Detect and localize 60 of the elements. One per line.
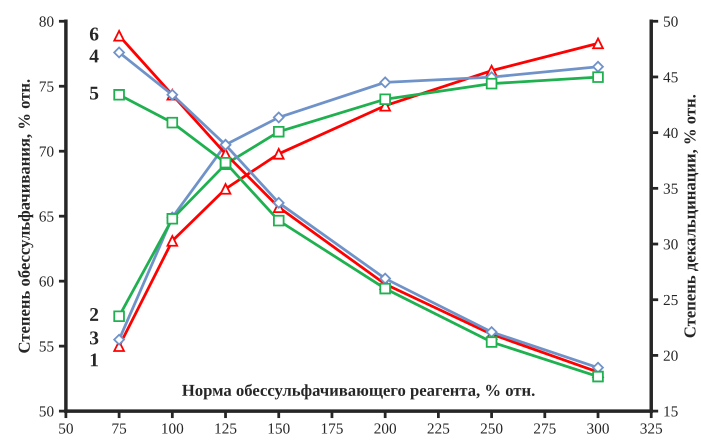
x-axis-title: Норма обессульфачивающего реагента, % отн. — [182, 384, 535, 400]
point — [486, 78, 498, 90]
series-label: 3 — [90, 331, 98, 344]
y-tick-label: 75 — [40, 82, 54, 92]
x-tick-label: 100 — [162, 423, 184, 434]
point — [220, 183, 232, 195]
point — [166, 235, 178, 247]
y-tick-label: 55 — [40, 341, 54, 352]
y2-tick-label: 35 — [664, 184, 678, 194]
series-label: 1 — [90, 353, 98, 366]
point — [592, 71, 604, 83]
y-tick-label: 65 — [39, 211, 54, 222]
point — [113, 46, 125, 58]
x-tick-label: 125 — [215, 423, 236, 434]
point — [113, 310, 125, 322]
y-axis-title: Степень обессульфачивания, % отн. — [18, 80, 34, 353]
y2-tick-label: 30 — [664, 239, 678, 250]
y2-axis-title: Степень декальцинации, % отн. — [684, 94, 698, 338]
series-label: 5 — [90, 86, 98, 100]
point — [272, 126, 285, 138]
x-tick-label: 275 — [534, 423, 556, 434]
x-tick-label: 75 — [112, 424, 126, 434]
point — [272, 148, 285, 160]
y-tick-label: 50 — [40, 406, 54, 417]
x-tick-label: 175 — [322, 423, 343, 434]
point — [379, 76, 391, 88]
point — [592, 38, 604, 50]
y2-tick-label: 50 — [664, 16, 678, 27]
y2-tick-label: 25 — [664, 294, 678, 306]
point — [486, 326, 498, 338]
point — [272, 112, 285, 124]
y-tick-label: 80 — [39, 16, 54, 27]
point — [379, 282, 391, 294]
series-label: 2 — [90, 308, 98, 321]
point — [379, 93, 391, 105]
series-label: 4 — [90, 50, 99, 62]
point — [379, 272, 391, 284]
y2-tick-label: 20 — [664, 350, 678, 361]
y2-tick-label: 40 — [663, 128, 678, 138]
point — [592, 370, 604, 382]
point — [113, 30, 125, 42]
point — [592, 60, 604, 73]
point — [113, 89, 125, 101]
x-tick-label: 200 — [374, 423, 396, 434]
point — [486, 336, 498, 348]
y-tick-label: 60 — [39, 276, 54, 287]
x-tick-label: 325 — [640, 423, 662, 434]
point — [113, 334, 125, 346]
x-tick-label: 300 — [587, 423, 609, 434]
x-tick-label: 150 — [268, 423, 290, 434]
x-tick-label: 225 — [428, 423, 450, 434]
y-tick-label: 70 — [40, 146, 54, 157]
y2-tick-label: 45 — [663, 72, 678, 82]
point — [166, 116, 178, 128]
y2-tick-label: 15 — [664, 406, 678, 417]
point — [272, 197, 285, 209]
x-tick-label: 50 — [59, 423, 73, 434]
series-label: 6 — [90, 28, 98, 41]
x-tick-label: 250 — [480, 423, 502, 434]
point — [272, 214, 285, 226]
